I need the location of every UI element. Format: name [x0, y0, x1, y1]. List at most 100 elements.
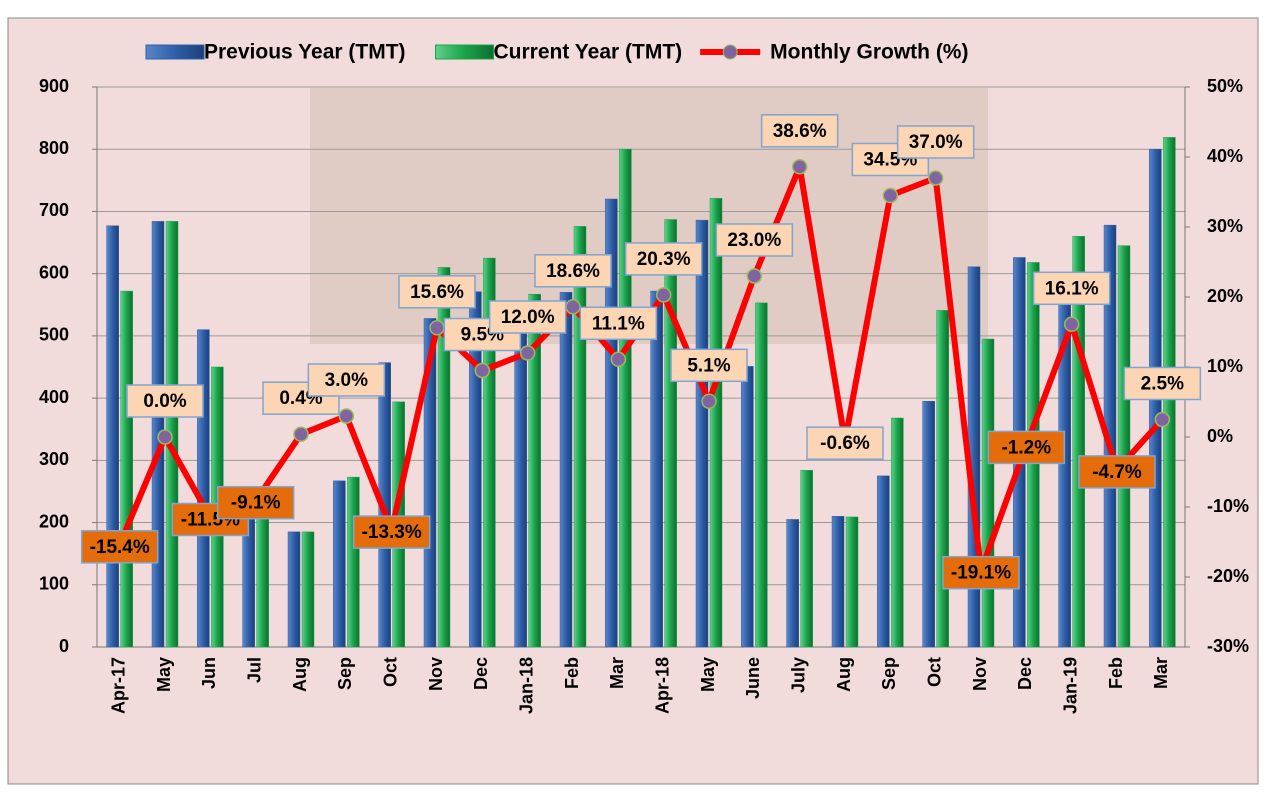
x-tick-label: Dec: [1015, 657, 1035, 690]
bar: [437, 267, 451, 648]
x-tick-label: Mar: [1151, 657, 1171, 689]
data-label-box: [1078, 455, 1156, 489]
bar: [347, 476, 360, 648]
y-tick-label: 800: [39, 138, 69, 158]
x-tick-label: Jan-19: [1060, 657, 1080, 714]
marker: [746, 268, 763, 284]
data-label-box: [942, 555, 1020, 590]
data-label-text: 20.3%: [637, 249, 691, 270]
bar: [695, 219, 709, 648]
bar: [1117, 245, 1131, 648]
y2-tick-label: -10%: [1207, 496, 1249, 516]
x-tick-label: Nov: [970, 657, 990, 691]
data-label-box: [715, 223, 794, 257]
bar: [755, 302, 768, 648]
bar: [981, 338, 995, 648]
legend-swatch: [145, 44, 205, 60]
data-label-text: 12.0%: [501, 307, 555, 328]
y2-tick-label: -30%: [1207, 636, 1249, 656]
bar: [573, 226, 587, 648]
marker: [1154, 411, 1171, 428]
bar: [106, 225, 119, 648]
bar: [936, 310, 949, 648]
data-label-box: [534, 254, 612, 288]
bar: [287, 531, 301, 648]
bar: [514, 331, 527, 648]
x-tick-label: Feb: [562, 657, 582, 689]
data-label: 12.0%: [488, 300, 567, 334]
data-label-text: 38.6%: [773, 121, 827, 142]
y-tick-label: 600: [39, 262, 69, 282]
y-tick-label: 900: [39, 76, 69, 96]
legend-swatch: [435, 44, 495, 60]
data-label: 2.5%: [1123, 366, 1202, 401]
x-tick-label: Aug: [290, 657, 310, 692]
bar: [423, 318, 437, 648]
x-tick-label: Feb: [1106, 657, 1126, 689]
data-label-text: 5.1%: [687, 355, 730, 376]
legend-label: Previous Year (TMT): [204, 41, 406, 64]
x-tick-label: July: [788, 657, 808, 693]
marker: [1063, 316, 1080, 333]
data-label-text: -19.1%: [951, 563, 1011, 584]
data-label: 15.6%: [398, 275, 476, 309]
data-label: -19.1%: [942, 555, 1020, 590]
y-tick-label: 200: [39, 511, 69, 531]
bar: [877, 475, 890, 648]
data-label-text: 16.1%: [1045, 278, 1099, 299]
x-tick-label: May: [698, 657, 718, 692]
data-label-box: [806, 426, 884, 460]
x-tick-label: May: [154, 657, 174, 692]
legend-marker: [722, 44, 738, 60]
bar: [845, 516, 859, 648]
data-label-box: [1032, 271, 1111, 306]
marker: [610, 351, 627, 368]
marker: [791, 159, 808, 175]
x-tick-label: Nov: [426, 657, 446, 691]
data-label-box: [624, 242, 703, 276]
data-label-box: [262, 381, 340, 415]
bar: [786, 519, 799, 648]
bar: [301, 531, 315, 648]
y2-tick-label: 0%: [1207, 426, 1233, 446]
marker: [157, 429, 173, 445]
y2-tick-label: 30%: [1207, 216, 1243, 236]
data-label-text: 18.6%: [546, 261, 600, 282]
data-label: -1.2%: [987, 430, 1066, 465]
bar: [709, 198, 723, 648]
data-label: 5.1%: [670, 348, 748, 383]
data-label-text: 23.0%: [727, 230, 781, 251]
y-tick-label: 0: [59, 636, 69, 656]
data-label-text: 3.0%: [325, 370, 368, 391]
marker: [293, 426, 309, 442]
x-tick-label: Sep: [335, 657, 355, 690]
x-tick-label: June: [743, 657, 763, 699]
data-label-box: [171, 502, 250, 537]
data-label-text: 0.0%: [143, 391, 186, 412]
data-label: 3.0%: [307, 363, 386, 397]
marker: [565, 299, 581, 315]
data-label-box: [760, 114, 839, 148]
data-label-text: 15.6%: [410, 282, 464, 303]
data-label-box: [579, 306, 658, 341]
data-label-box: [488, 300, 567, 334]
data-label-text: -15.4%: [90, 537, 150, 558]
marker: [474, 362, 491, 379]
bar: [559, 292, 573, 648]
bar: [333, 480, 346, 648]
bar: [256, 509, 269, 648]
data-label-box: [987, 430, 1066, 465]
data-label: -15.4%: [80, 530, 159, 564]
data-label-box: [216, 485, 295, 520]
bar: [800, 470, 813, 648]
bar: [891, 417, 904, 648]
x-tick-label: Jul: [244, 657, 264, 683]
data-label-text: 2.5%: [1141, 374, 1184, 395]
data-label-text: -1.2%: [1002, 437, 1052, 458]
bar: [650, 290, 663, 648]
x-tick-label: Mar: [607, 657, 627, 689]
bar: [483, 257, 496, 648]
y2-tick-label: 20%: [1207, 286, 1243, 306]
marker: [882, 187, 899, 204]
